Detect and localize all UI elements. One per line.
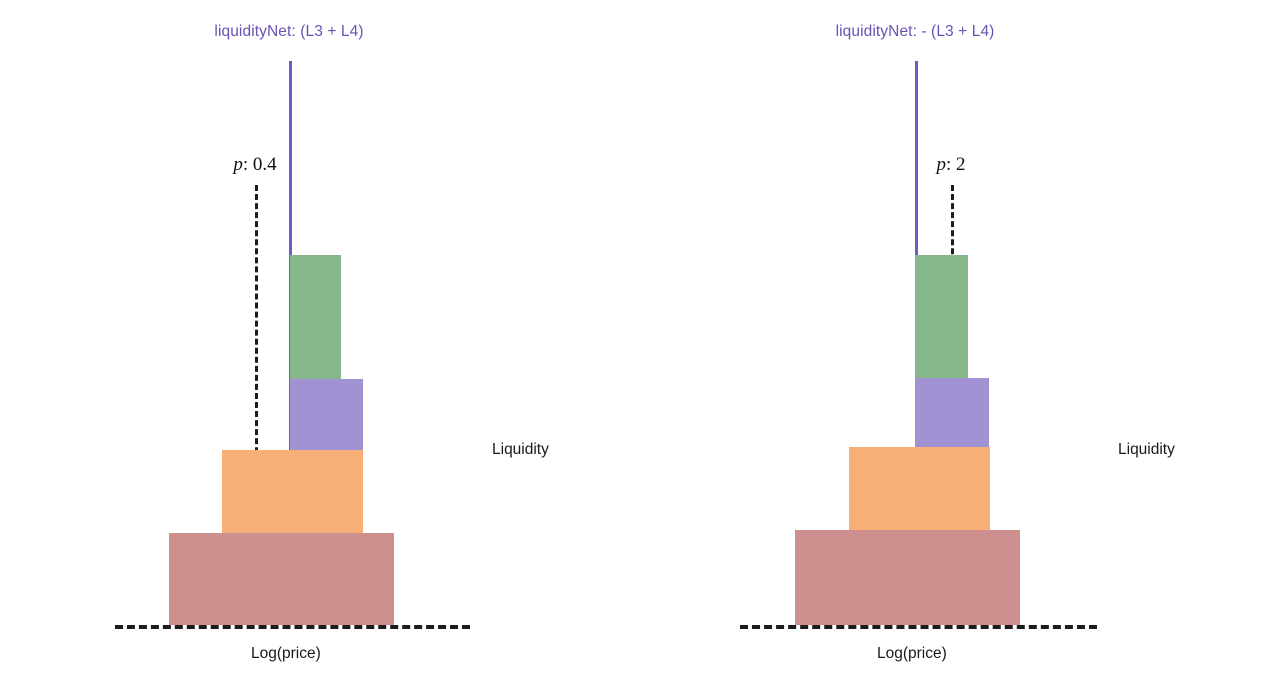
x-axis-dashed-right (740, 625, 1097, 629)
bar-l4-left (290, 255, 341, 379)
price-marker-dashed-line-left (255, 185, 258, 625)
bar-l1-right (795, 530, 1020, 625)
bar-l1-left (169, 533, 394, 625)
bar-l2-left (222, 450, 363, 533)
bar-l3-left (290, 379, 363, 450)
chart-panel-left: liquidityNet: (L3 + L4) p: 0.4 Log(price… (115, 23, 549, 662)
liquidity-net-label-right: liquidityNet: - (L3 + L4) (835, 23, 995, 40)
bar-l4-right (915, 255, 968, 378)
x-axis-dashed-left (115, 625, 470, 629)
liquidity-net-label-left: liquidityNet: (L3 + L4) (214, 23, 364, 40)
price-symbol-left: p (233, 154, 243, 175)
x-axis-label-right: Log(price) (877, 645, 947, 662)
y-axis-label-left: Liquidity (492, 441, 549, 458)
y-axis-label-right: Liquidity (1118, 441, 1175, 458)
price-marker-label-left: p: 0.4 (233, 154, 276, 176)
chart-panel-right: liquidityNet: - (L3 + L4) p: 2 Log(price… (635, 0, 1270, 696)
price-marker-label-right: p: 2 (936, 154, 965, 176)
bar-l2-right (849, 447, 990, 530)
price-symbol-right: p (936, 154, 946, 175)
bar-l3-right (915, 378, 989, 447)
x-axis-label-left: Log(price) (251, 645, 321, 662)
price-value-right: : 2 (945, 154, 966, 175)
price-value-left: : 0.4 (242, 154, 277, 175)
